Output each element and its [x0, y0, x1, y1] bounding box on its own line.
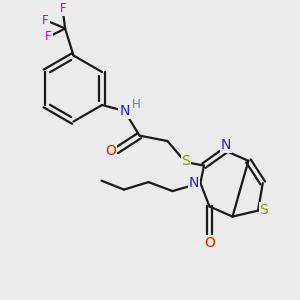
- Text: N: N: [189, 176, 199, 190]
- Text: S: S: [182, 154, 190, 168]
- Text: S: S: [260, 203, 268, 217]
- Text: N: N: [220, 138, 231, 152]
- Text: O: O: [204, 236, 215, 250]
- Text: F: F: [42, 14, 49, 27]
- Text: F: F: [45, 30, 52, 44]
- Text: O: O: [106, 144, 116, 158]
- Text: N: N: [119, 104, 130, 118]
- Text: H: H: [131, 98, 140, 112]
- Text: F: F: [59, 2, 66, 16]
